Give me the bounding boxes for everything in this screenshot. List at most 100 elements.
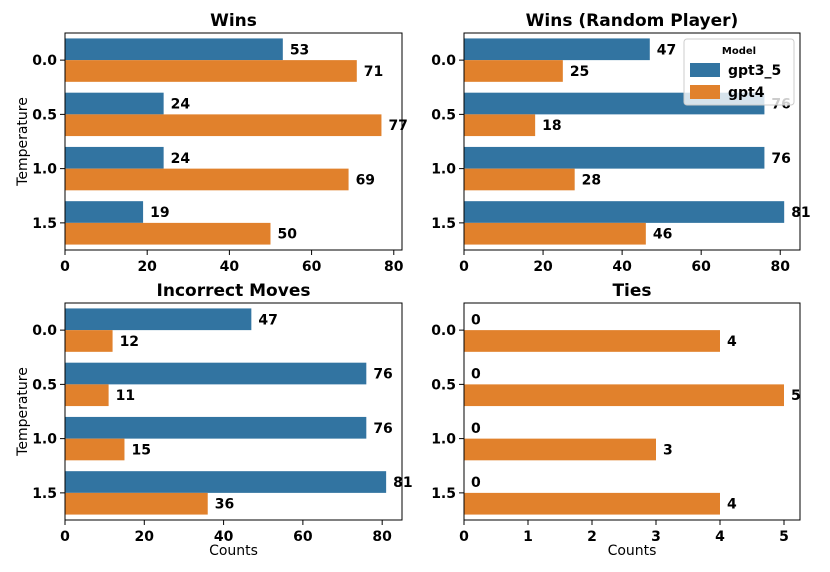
y-axis-label: Temperature xyxy=(15,97,31,187)
y-tick-label: 1.0 xyxy=(32,162,57,178)
data-label-gpt3_5-0-5: 76 xyxy=(373,367,392,383)
bar-gpt4-1-5 xyxy=(464,222,646,245)
data-label-gpt4-0-0: 4 xyxy=(727,334,737,350)
y-tick-label: 0.5 xyxy=(431,107,456,123)
data-label-gpt4-1-0: 69 xyxy=(356,172,375,188)
bar-gpt4-0-0 xyxy=(65,330,113,352)
bar-gpt4-0-5 xyxy=(65,384,109,407)
data-label-gpt4-0-5: 5 xyxy=(791,388,801,404)
chart-title: Wins xyxy=(210,11,257,31)
chart-title: Ties xyxy=(612,281,651,301)
data-label-gpt3_5-1-5: 0 xyxy=(471,475,481,491)
x-tick-label: 60 xyxy=(691,259,711,275)
data-label-gpt3_5-1-0: 76 xyxy=(771,151,790,167)
x-tick-label: 80 xyxy=(372,529,392,545)
data-label-gpt4-1-5: 50 xyxy=(277,227,297,243)
data-label-gpt4-0-0: 71 xyxy=(364,64,383,80)
data-label-gpt3_5-0-0: 0 xyxy=(471,312,481,328)
y-tick-label: 0.0 xyxy=(32,53,57,69)
x-tick-label: 20 xyxy=(137,259,157,275)
chart-panel-wins: 53 71 0.0 24 77 0.5 24 69 1.0 19 50 1.5 0 20 40 60 80 Win… xyxy=(15,11,408,275)
bar-gpt3_5-0-5 xyxy=(65,362,367,385)
x-tick-label: 3 xyxy=(651,529,661,545)
x-tick-label: 40 xyxy=(220,259,240,275)
bar-gpt3_5-1-0 xyxy=(65,416,367,439)
bar-gpt4-1-0 xyxy=(464,168,575,191)
y-tick-label: 1.0 xyxy=(431,162,456,178)
data-label-gpt3_5-1-5: 19 xyxy=(150,205,169,221)
bar-gpt4-1-5 xyxy=(464,492,720,515)
legend-swatch-gpt4 xyxy=(690,85,720,99)
y-tick-label: 0.0 xyxy=(431,323,456,339)
data-label-gpt4-1-5: 36 xyxy=(215,497,234,513)
bar-gpt4-0-5 xyxy=(65,114,382,137)
x-axis-label: Counts xyxy=(209,543,258,559)
data-label-gpt3_5-1-0: 76 xyxy=(373,421,392,437)
y-axis-label: Temperature xyxy=(15,367,31,457)
bar-gpt3_5-0-0 xyxy=(65,38,283,61)
y-tick-label: 0.5 xyxy=(32,377,57,393)
chart-title: Incorrect Moves xyxy=(157,281,311,301)
data-label-gpt3_5-1-5: 81 xyxy=(393,475,412,491)
y-tick-label: 1.5 xyxy=(431,486,456,502)
bar-gpt3_5-0-5 xyxy=(65,92,164,115)
y-tick-label: 1.5 xyxy=(32,486,57,502)
bar-gpt3_5-1-5 xyxy=(65,201,144,223)
bar-gpt3_5-1-0 xyxy=(65,146,164,169)
data-label-gpt3_5-1-5: 81 xyxy=(791,205,810,221)
legend-swatch-gpt3_5 xyxy=(690,63,720,77)
y-tick-label: 0.5 xyxy=(431,377,456,393)
bar-gpt3_5-1-0 xyxy=(464,146,765,169)
bar-gpt3_5-0-0 xyxy=(65,308,252,331)
data-label-gpt4-1-0: 15 xyxy=(131,442,150,458)
chart-panel-ties: 0 4 0.0 0 5 0.5 0 3 1.0 0 4 1.5 0 1 2 3 4 5 Ties Counts xyxy=(431,281,801,559)
x-tick-label: 60 xyxy=(302,259,322,275)
y-tick-label: 1.5 xyxy=(32,216,57,232)
y-tick-label: 1.0 xyxy=(32,432,57,448)
legend-entry-gpt4: gpt4 xyxy=(728,85,765,101)
data-label-gpt4-1-5: 46 xyxy=(653,227,672,243)
bar-gpt3_5-1-5 xyxy=(464,201,785,223)
legend-entry-gpt3_5: gpt3_5 xyxy=(728,63,781,79)
x-tick-label: 0 xyxy=(60,529,70,545)
bar-gpt4-0-5 xyxy=(464,114,536,137)
x-tick-label: 1 xyxy=(523,529,533,545)
x-tick-label: 60 xyxy=(293,529,313,545)
x-tick-label: 80 xyxy=(384,259,404,275)
data-label-gpt4-0-0: 25 xyxy=(570,64,589,80)
y-tick-label: 1.5 xyxy=(431,216,456,232)
data-label-gpt4-0-0: 12 xyxy=(120,334,139,350)
axes-frame xyxy=(64,302,403,521)
x-tick-label: 2 xyxy=(587,529,597,545)
y-tick-label: 1.0 xyxy=(431,432,456,448)
bar-gpt3_5-0-0 xyxy=(464,38,650,61)
bar-gpt4-0-0 xyxy=(464,330,720,352)
x-tick-label: 0 xyxy=(459,259,469,275)
legend: Model gpt3_5 gpt4 xyxy=(683,38,795,106)
y-tick-label: 0.5 xyxy=(32,107,57,123)
bar-gpt4-1-5 xyxy=(65,222,271,245)
data-label-gpt3_5-0-0: 47 xyxy=(657,42,676,58)
bar-gpt4-1-5 xyxy=(65,492,208,515)
bar-gpt4-0-5 xyxy=(464,384,784,407)
x-axis-label: Counts xyxy=(608,543,657,559)
chart-panel-wins-random-player: 47250.076180.576281.081461.5020406080Win… xyxy=(431,11,810,275)
data-label-gpt4-1-0: 3 xyxy=(663,442,673,458)
axes-frame xyxy=(64,32,403,251)
x-tick-label: 20 xyxy=(135,529,155,545)
bar-gpt4-1-0 xyxy=(65,438,125,461)
axes-frame xyxy=(463,302,801,521)
x-tick-label: 80 xyxy=(770,259,790,275)
x-tick-label: 20 xyxy=(533,259,553,275)
data-label-gpt4-0-5: 18 xyxy=(542,118,561,134)
data-label-gpt3_5-1-0: 24 xyxy=(171,151,191,167)
bar-gpt4-0-0 xyxy=(464,60,563,82)
data-label-gpt3_5-1-0: 0 xyxy=(471,421,481,437)
x-tick-label: 40 xyxy=(214,529,234,545)
data-label-gpt4-1-5: 4 xyxy=(727,497,737,513)
data-label-gpt4-0-5: 11 xyxy=(116,388,135,404)
x-tick-label: 40 xyxy=(612,259,632,275)
data-label-gpt3_5-0-5: 0 xyxy=(471,367,481,383)
data-label-gpt3_5-0-0: 53 xyxy=(290,42,309,58)
